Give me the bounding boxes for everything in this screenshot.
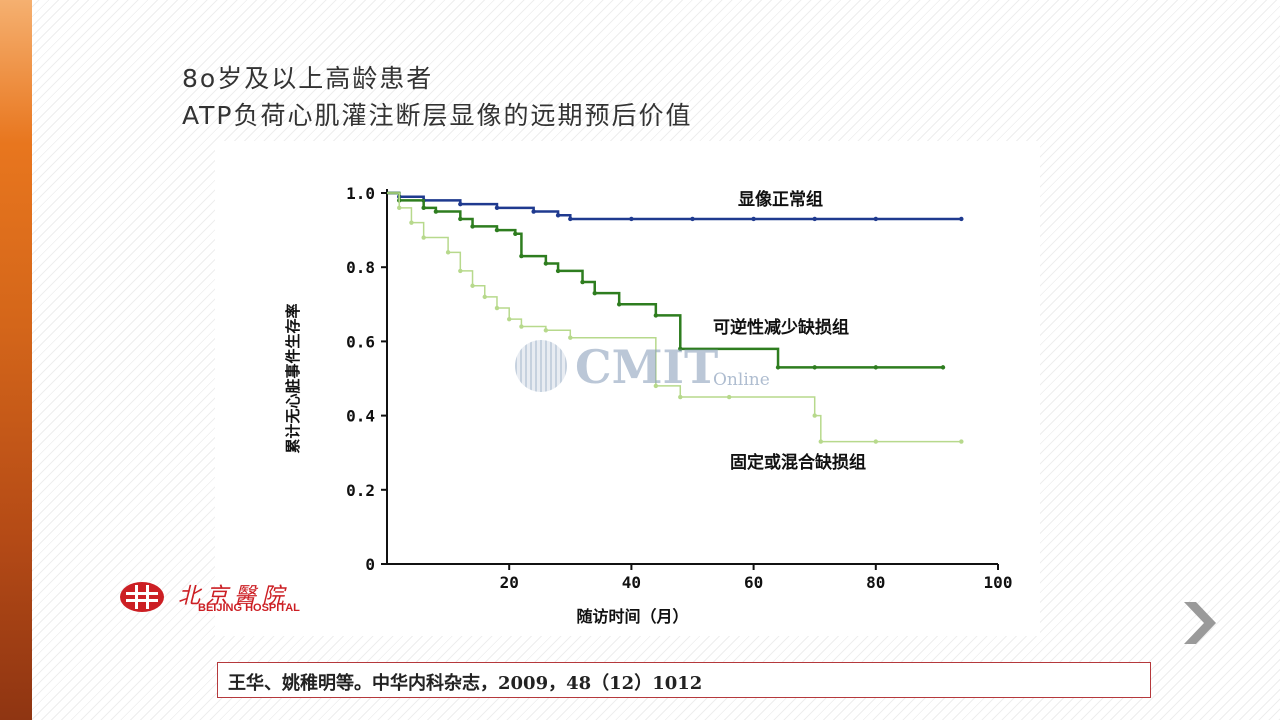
survival-chart: 0 0.2 0.4 0.6 0.8 1.0 20 40 60 80 100 随访时间（月） 累计无心脏事… xyxy=(284,184,1013,626)
y-tick-label: 1.0 xyxy=(346,184,375,203)
watermark-subtext: Online xyxy=(713,370,770,390)
series-point-2 xyxy=(616,302,622,307)
y-tick-label: 0.8 xyxy=(346,258,375,277)
series-line-1 xyxy=(387,191,962,221)
globe-icon xyxy=(515,340,567,392)
series-point-2 xyxy=(873,365,878,370)
series-point-2 xyxy=(513,231,518,237)
series-point-2 xyxy=(940,365,946,370)
series-point-3 xyxy=(519,324,524,329)
citation-box: 王华、姚稚明等。中华内科杂志，2009，48（12）1012 xyxy=(217,662,1151,698)
series-point-3 xyxy=(397,205,402,211)
chevron-right-icon xyxy=(1184,602,1216,644)
y-tick-label: 0.6 xyxy=(346,332,375,351)
series-point-2 xyxy=(519,253,524,259)
series-point-2 xyxy=(470,224,475,229)
series-point-3 xyxy=(568,335,573,340)
logo-english-text: BEIJING HOSPITAL xyxy=(198,602,300,614)
x-axis-title: 随访时间（月） xyxy=(576,607,688,626)
series-point-3 xyxy=(421,235,426,240)
series-point-3 xyxy=(445,250,451,255)
left-accent-bar xyxy=(0,0,32,720)
x-tick-label: 20 xyxy=(500,573,519,592)
series-label-1: 显像正常组 xyxy=(738,189,823,210)
series-point-3 xyxy=(873,439,878,444)
series-point-2 xyxy=(580,279,585,285)
beijing-hospital-logo: 北京醫院 BEIJING HOSPITAL xyxy=(118,578,348,618)
x-tick-label: 40 xyxy=(622,573,641,592)
series-point-2 xyxy=(555,268,561,274)
series-point-1 xyxy=(568,216,573,222)
series-point-1 xyxy=(959,216,964,222)
series-point-2 xyxy=(458,216,463,222)
series-point-3 xyxy=(812,413,817,418)
series-point-3 xyxy=(818,439,824,444)
series-point-3 xyxy=(409,220,414,225)
y-tick-label: 0.2 xyxy=(346,481,375,500)
series-point-3 xyxy=(470,283,475,288)
series-point-3 xyxy=(494,305,500,311)
series-point-2 xyxy=(592,290,597,296)
series-point-3 xyxy=(507,316,512,322)
series-point-1 xyxy=(629,216,634,222)
series-point-1 xyxy=(690,216,695,222)
series-line-3 xyxy=(387,192,962,443)
series-point-3 xyxy=(726,394,732,400)
series-point-3 xyxy=(959,439,964,444)
hospital-cross-icon xyxy=(120,582,164,612)
series-point-1 xyxy=(873,216,878,222)
series-point-2 xyxy=(678,346,683,352)
series-point-3 xyxy=(678,394,683,400)
series-point-3 xyxy=(458,268,463,274)
series-label-3: 固定或混合缺损组 xyxy=(730,452,866,473)
y-tick-label: 0 xyxy=(365,555,375,574)
series-point-2 xyxy=(421,205,426,211)
series-point-1 xyxy=(458,201,463,207)
series-point-1 xyxy=(494,205,500,211)
series-point-2 xyxy=(653,313,659,318)
series-point-3 xyxy=(482,294,487,300)
series-point-2 xyxy=(543,261,549,266)
series-point-2 xyxy=(494,227,500,233)
series-label-2: 可逆性减少缺损组 xyxy=(713,317,849,338)
cmit-watermark: CMIT Online xyxy=(515,338,785,398)
y-tick-label: 0.4 xyxy=(346,407,375,426)
series-point-1 xyxy=(555,213,561,218)
x-tick-label: 60 xyxy=(744,573,763,592)
series-point-2 xyxy=(812,365,817,370)
series-point-3 xyxy=(653,383,659,389)
series-point-1 xyxy=(812,216,817,222)
chart-panel: 0 0.2 0.4 0.6 0.8 1.0 20 40 60 80 100 随访时间（月） 累计无心脏事… xyxy=(215,141,1040,636)
slide-title: 8o岁及以上高龄患者 ATP负荷心肌灌注断层显像的远期预后价值 xyxy=(182,60,693,134)
series-point-3 xyxy=(543,328,549,333)
logo-chinese-text: 北京醫院 xyxy=(178,584,291,609)
series-point-2 xyxy=(775,365,781,370)
watermark-text: CMIT xyxy=(575,340,719,394)
series-point-2 xyxy=(433,209,439,214)
title-line-2: ATP负荷心肌灌注断层显像的远期预后价值 xyxy=(182,101,693,130)
x-tick-label: 100 xyxy=(984,573,1013,592)
next-slide-button[interactable] xyxy=(1180,598,1220,648)
series-point-1 xyxy=(531,209,536,214)
x-tick-label: 80 xyxy=(866,573,885,592)
y-axis-title: 累计无心脏事件生存率 xyxy=(284,303,302,453)
title-line-1: 8o岁及以上高龄患者 xyxy=(182,64,434,93)
series-point-1 xyxy=(751,216,756,222)
